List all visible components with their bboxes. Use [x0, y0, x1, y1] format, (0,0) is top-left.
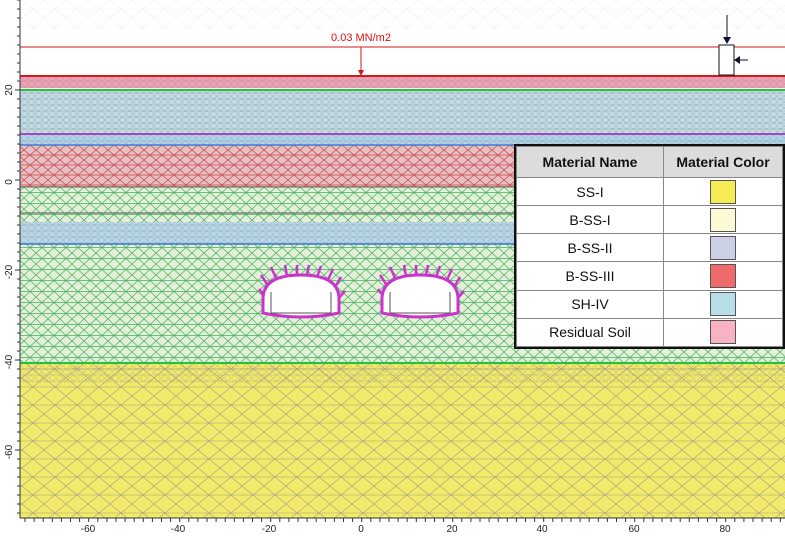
legend-row: B-SS-II: [516, 233, 783, 263]
legend-material-name: SS-I: [516, 176, 664, 207]
load-label: 0.03 MN/m2: [331, 32, 391, 44]
color-swatch: [710, 320, 736, 345]
color-swatch: [710, 207, 736, 232]
structure-block[interactable]: [718, 44, 735, 76]
legend-color-cell: [663, 233, 783, 263]
x-tick-labels: -60 -40 -20 0 20 40 60 80: [81, 524, 731, 535]
top-grid: [20, 0, 785, 30]
legend-color-cell: [663, 289, 783, 319]
y-tick-label: 20: [4, 84, 15, 96]
legend-color-cell: [663, 176, 783, 207]
legend-row: B-SS-I: [516, 205, 783, 235]
color-swatch: [710, 179, 736, 204]
legend-header-name: Material Name: [516, 146, 664, 178]
legend-row: SH-IV: [516, 289, 783, 319]
load-arrow-head: [358, 70, 364, 76]
legend-color-cell: [663, 205, 783, 235]
tunnel-right[interactable]: [377, 264, 465, 319]
ss-i-mesh: [20, 363, 785, 518]
x-tick-label: -60: [81, 524, 96, 535]
legend-material-name: B-SS-III: [516, 261, 664, 291]
color-swatch: [710, 264, 736, 289]
legend-row: B-SS-III: [516, 261, 783, 291]
color-swatch: [710, 292, 736, 317]
tunnel-right-lining: [380, 273, 460, 319]
ss-i-transition-mesh: [20, 363, 785, 383]
legend-material-name: B-SS-I: [516, 205, 664, 235]
x-tick-label: 0: [358, 524, 364, 535]
legend-header-color: Material Color: [663, 146, 783, 178]
legend-color-cell: [663, 261, 783, 291]
material-legend: Material Name Material Color SS-I B-SS-I…: [514, 144, 785, 349]
y-tick-label: 0: [4, 179, 15, 185]
x-tick-label: 20: [446, 524, 458, 535]
x-tick-label: 80: [719, 524, 731, 535]
residual-mesh: [20, 76, 785, 88]
vertical-arrow-head: [723, 37, 731, 44]
legend-color-cell: [663, 317, 783, 348]
sh-iv-upper-mesh: [20, 90, 785, 136]
legend-material-name: Residual Soil: [516, 317, 664, 348]
color-swatch: [710, 235, 736, 260]
x-tick-label: 60: [628, 524, 640, 535]
axis-ticks: [15, 0, 781, 522]
y-tick-label: -60: [4, 444, 15, 459]
tunnel-left-lining: [261, 273, 341, 319]
legend-material-name: B-SS-II: [516, 233, 664, 263]
legend-row: Residual Soil: [516, 317, 783, 348]
x-tick-label: 40: [536, 524, 548, 535]
x-tick-label: -40: [171, 524, 186, 535]
legend-row: SS-I: [516, 176, 783, 207]
tunnel-left[interactable]: [258, 264, 346, 319]
sh-iv-band-mesh: [20, 136, 785, 145]
legend-material-name: SH-IV: [516, 289, 664, 319]
legend-table: Material Name Material Color SS-I B-SS-I…: [516, 146, 783, 348]
horizontal-arrow-head: [734, 56, 740, 64]
y-tick-label: -20: [4, 264, 15, 279]
y-tick-label: -40: [4, 354, 15, 369]
x-tick-label: -20: [262, 524, 277, 535]
y-tick-labels: 20 0 -20 -40 -60: [4, 84, 15, 459]
